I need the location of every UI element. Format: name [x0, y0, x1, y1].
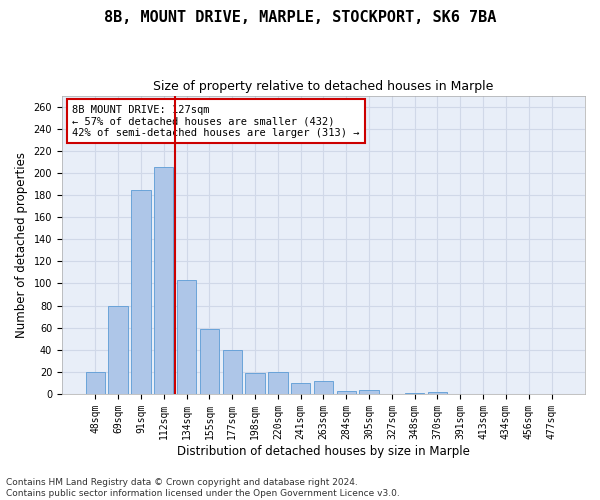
Bar: [177, 280, 196, 394]
Bar: [200, 329, 219, 394]
Bar: [291, 383, 310, 394]
Bar: [86, 372, 105, 394]
Bar: [314, 380, 333, 394]
Bar: [223, 350, 242, 394]
Title: Size of property relative to detached houses in Marple: Size of property relative to detached ho…: [153, 80, 494, 93]
Text: Contains HM Land Registry data © Crown copyright and database right 2024.
Contai: Contains HM Land Registry data © Crown c…: [6, 478, 400, 498]
Bar: [154, 168, 173, 394]
Text: 8B MOUNT DRIVE: 127sqm
← 57% of detached houses are smaller (432)
42% of semi-de: 8B MOUNT DRIVE: 127sqm ← 57% of detached…: [73, 104, 360, 138]
Bar: [428, 392, 447, 394]
Text: 8B, MOUNT DRIVE, MARPLE, STOCKPORT, SK6 7BA: 8B, MOUNT DRIVE, MARPLE, STOCKPORT, SK6 …: [104, 10, 496, 25]
Bar: [109, 306, 128, 394]
Bar: [268, 372, 287, 394]
Y-axis label: Number of detached properties: Number of detached properties: [15, 152, 28, 338]
Bar: [405, 393, 424, 394]
Bar: [359, 390, 379, 394]
Bar: [337, 390, 356, 394]
Bar: [245, 373, 265, 394]
X-axis label: Distribution of detached houses by size in Marple: Distribution of detached houses by size …: [177, 444, 470, 458]
Bar: [131, 190, 151, 394]
